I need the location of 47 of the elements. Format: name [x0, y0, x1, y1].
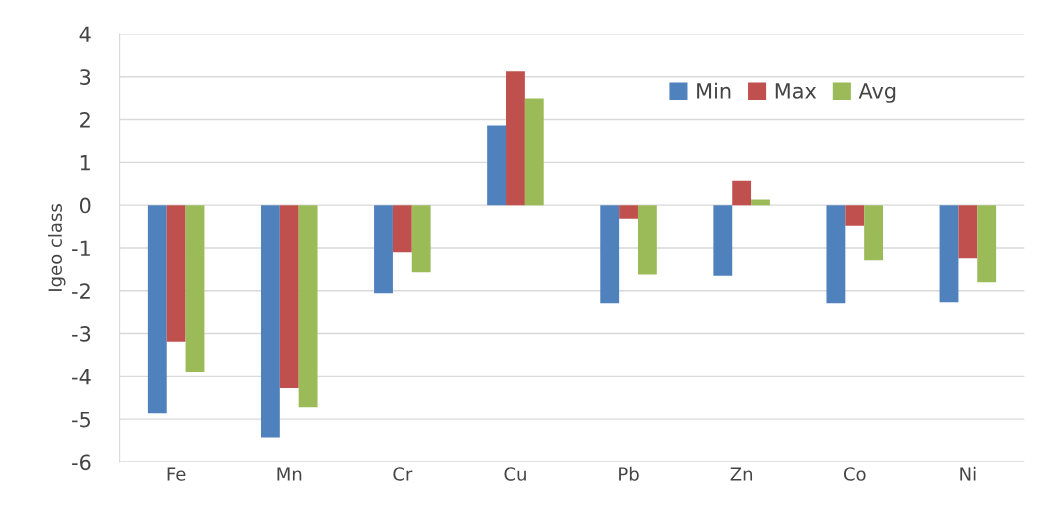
bar [147, 205, 167, 414]
bar [864, 205, 884, 261]
bar [713, 205, 733, 276]
bar [260, 205, 280, 438]
y-axis-title: Igeo class [48, 204, 66, 291]
y-tick-label: 3 [80, 69, 91, 85]
bar [732, 180, 752, 206]
x-tick-label: Pb [619, 466, 639, 481]
bar [279, 205, 299, 388]
bar [298, 205, 318, 408]
x-tick-label: Co [843, 467, 866, 481]
y-tick-label: 2 [80, 111, 90, 128]
legend-label: Min [697, 82, 731, 99]
bar [958, 205, 978, 259]
y-tick-label: -2 [72, 283, 90, 299]
x-tick-label: Fe [167, 467, 186, 481]
x-tick-label: Cr [393, 467, 413, 481]
y-tick-label: 0 [79, 197, 91, 214]
bar [826, 205, 846, 304]
bar [939, 205, 959, 303]
bar [600, 205, 620, 304]
y-tick-label: -1 [72, 240, 90, 256]
bar [751, 199, 770, 206]
bar [166, 205, 186, 342]
bar [619, 205, 638, 219]
x-tick-label: Ni [960, 466, 976, 481]
legend-label: Max [775, 83, 817, 99]
bar [977, 205, 997, 283]
bar [524, 98, 544, 206]
y-tick-label: -4 [72, 369, 91, 385]
bar [392, 205, 412, 253]
y-tick-label: -6 [72, 454, 91, 471]
legend-label: Avg [858, 83, 896, 103]
x-tick-label: Cu [504, 467, 526, 481]
bar [411, 205, 431, 273]
bar [487, 125, 507, 206]
y-tick-label: 1 [80, 155, 90, 171]
x-tick-label: Zn [730, 467, 753, 481]
y-tick-label: 4 [79, 26, 91, 42]
bar [845, 205, 865, 226]
bar [637, 205, 657, 275]
bar [374, 205, 393, 294]
y-tick-label: -3 [72, 326, 91, 342]
bar [185, 205, 205, 373]
bar [506, 71, 525, 206]
x-tick-label: Mn [277, 467, 302, 481]
y-tick-label: -5 [72, 411, 90, 428]
